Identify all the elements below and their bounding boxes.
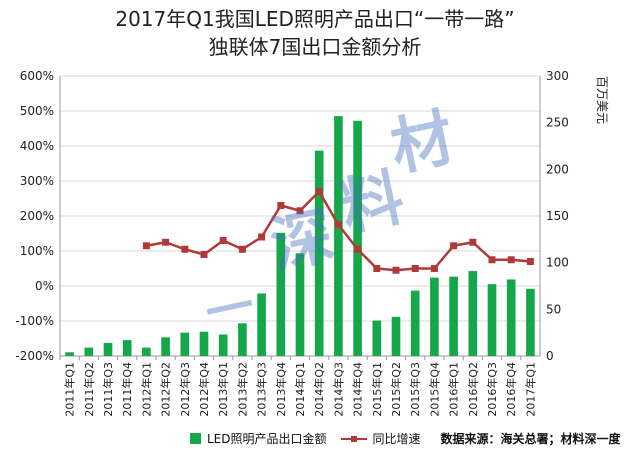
line-point: [392, 266, 400, 274]
y-right-tick-label: 50: [546, 302, 561, 316]
y-right-tick-label: 100: [546, 256, 569, 270]
bar: [353, 120, 362, 356]
x-tick-label: 2013年Q2: [235, 362, 249, 417]
line-point: [219, 237, 227, 244]
bar: [295, 253, 305, 356]
line-point: [450, 242, 458, 250]
line-point: [142, 242, 150, 250]
line-point: [430, 265, 438, 272]
bar: [372, 320, 382, 356]
line-point: [507, 256, 515, 264]
x-tick-label: 2013年Q1: [216, 362, 230, 417]
y-left-tick-label: -200%: [15, 349, 54, 363]
line-point: [277, 202, 285, 209]
bar: [180, 332, 190, 356]
line-point: [162, 238, 170, 246]
bar: [218, 334, 228, 356]
line-point: [258, 233, 266, 241]
y-left-tick-label: 300%: [20, 174, 54, 188]
bar: [65, 352, 74, 356]
line-point: [334, 221, 342, 229]
line-point: [181, 245, 189, 253]
y-left-tick-label: 400%: [20, 139, 54, 153]
line-point: [238, 245, 246, 253]
data-source: 数据来源：海关总署；材料深一度: [440, 432, 621, 446]
bar: [84, 347, 94, 356]
bar: [526, 288, 535, 356]
x-tick-label: 2015年Q2: [389, 362, 403, 417]
x-tick-label: 2016年Q1: [447, 362, 461, 417]
x-tick-label: 2016年Q4: [504, 362, 518, 417]
y-left-tick-label: 600%: [20, 69, 54, 83]
bar: [161, 337, 170, 356]
legend-bar-swatch: [190, 433, 201, 444]
y-right-axis-label: 百万美元: [595, 76, 609, 124]
y-left-tick-label: 200%: [20, 209, 54, 223]
x-tick-label: 2015年Q3: [408, 362, 422, 417]
x-tick-label: 2015年Q4: [427, 362, 441, 417]
y-left-tick-label: 0%: [35, 279, 54, 293]
chart-subtitle: 独联体7国出口金额分析: [208, 35, 422, 59]
bar: [506, 279, 516, 356]
x-tick-label: 2011年Q2: [82, 362, 96, 417]
bar: [449, 276, 458, 356]
x-tick-label: 2012年Q4: [197, 362, 211, 417]
bar: [334, 116, 343, 356]
bar: [122, 340, 132, 356]
bar: [468, 271, 478, 356]
chart-legend: LED照明产品出口金额 同比增速 数据来源：海关总署；材料深一度: [190, 430, 621, 447]
line-point: [296, 207, 304, 215]
line-point: [200, 251, 208, 258]
y-left-tick-label: 500%: [20, 104, 54, 118]
x-tick-label: 2012年Q1: [139, 362, 153, 417]
x-tick-label: 2016年Q3: [485, 362, 499, 417]
legend-bar-label: LED照明产品出口金额: [207, 432, 327, 446]
bar: [238, 323, 247, 356]
y-right-tick-label: 250: [546, 116, 569, 130]
x-tick-label: 2012年Q3: [178, 362, 192, 417]
bar: [430, 277, 439, 356]
bar: [199, 331, 209, 356]
bar: [142, 347, 151, 356]
x-tick-label: 2011年Q4: [120, 362, 134, 417]
y-right-tick-label: 200: [546, 162, 569, 176]
y-right-tick-label: 150: [546, 209, 569, 223]
bar: [487, 284, 497, 356]
y-right-tick-label: 0: [546, 349, 554, 363]
line-point: [526, 258, 534, 265]
line-point: [411, 265, 419, 272]
line-point: [315, 188, 323, 195]
y-left-tick-label: 100%: [20, 244, 54, 258]
x-tick-label: 2013年Q4: [274, 362, 288, 417]
x-tick-label: 2014年Q3: [331, 362, 345, 417]
bar: [391, 316, 401, 356]
chart-title: 2017年Q1我国LED照明产品出口“一带一路”: [115, 7, 515, 31]
bar: [257, 293, 266, 356]
x-tick-label: 2013年Q3: [255, 362, 269, 417]
x-tick-label: 2014年Q2: [312, 362, 326, 417]
x-tick-label: 2017年Q1: [523, 362, 537, 417]
x-tick-label: 2012年Q2: [159, 362, 173, 417]
x-tick-label: 2015年Q1: [370, 362, 384, 417]
x-tick-label: 2011年Q1: [63, 362, 77, 417]
bar: [276, 232, 286, 356]
line-point: [469, 238, 477, 246]
line-point: [488, 256, 496, 264]
x-tick-label: 2014年Q4: [351, 362, 365, 417]
legend-line-label: 同比增速: [372, 432, 421, 446]
line-point: [354, 245, 362, 253]
x-tick-label: 2016年Q2: [466, 362, 480, 417]
bar: [314, 150, 324, 356]
legend-line-swatch: [340, 433, 367, 445]
bar: [410, 290, 420, 356]
y-right-tick-label: 300: [546, 69, 569, 83]
bar: [103, 342, 113, 356]
y-left-tick-label: -100%: [15, 314, 54, 328]
line-point: [373, 265, 381, 272]
x-tick-label: 2011年Q3: [101, 362, 115, 417]
x-tick-label: 2014年Q1: [293, 362, 307, 417]
